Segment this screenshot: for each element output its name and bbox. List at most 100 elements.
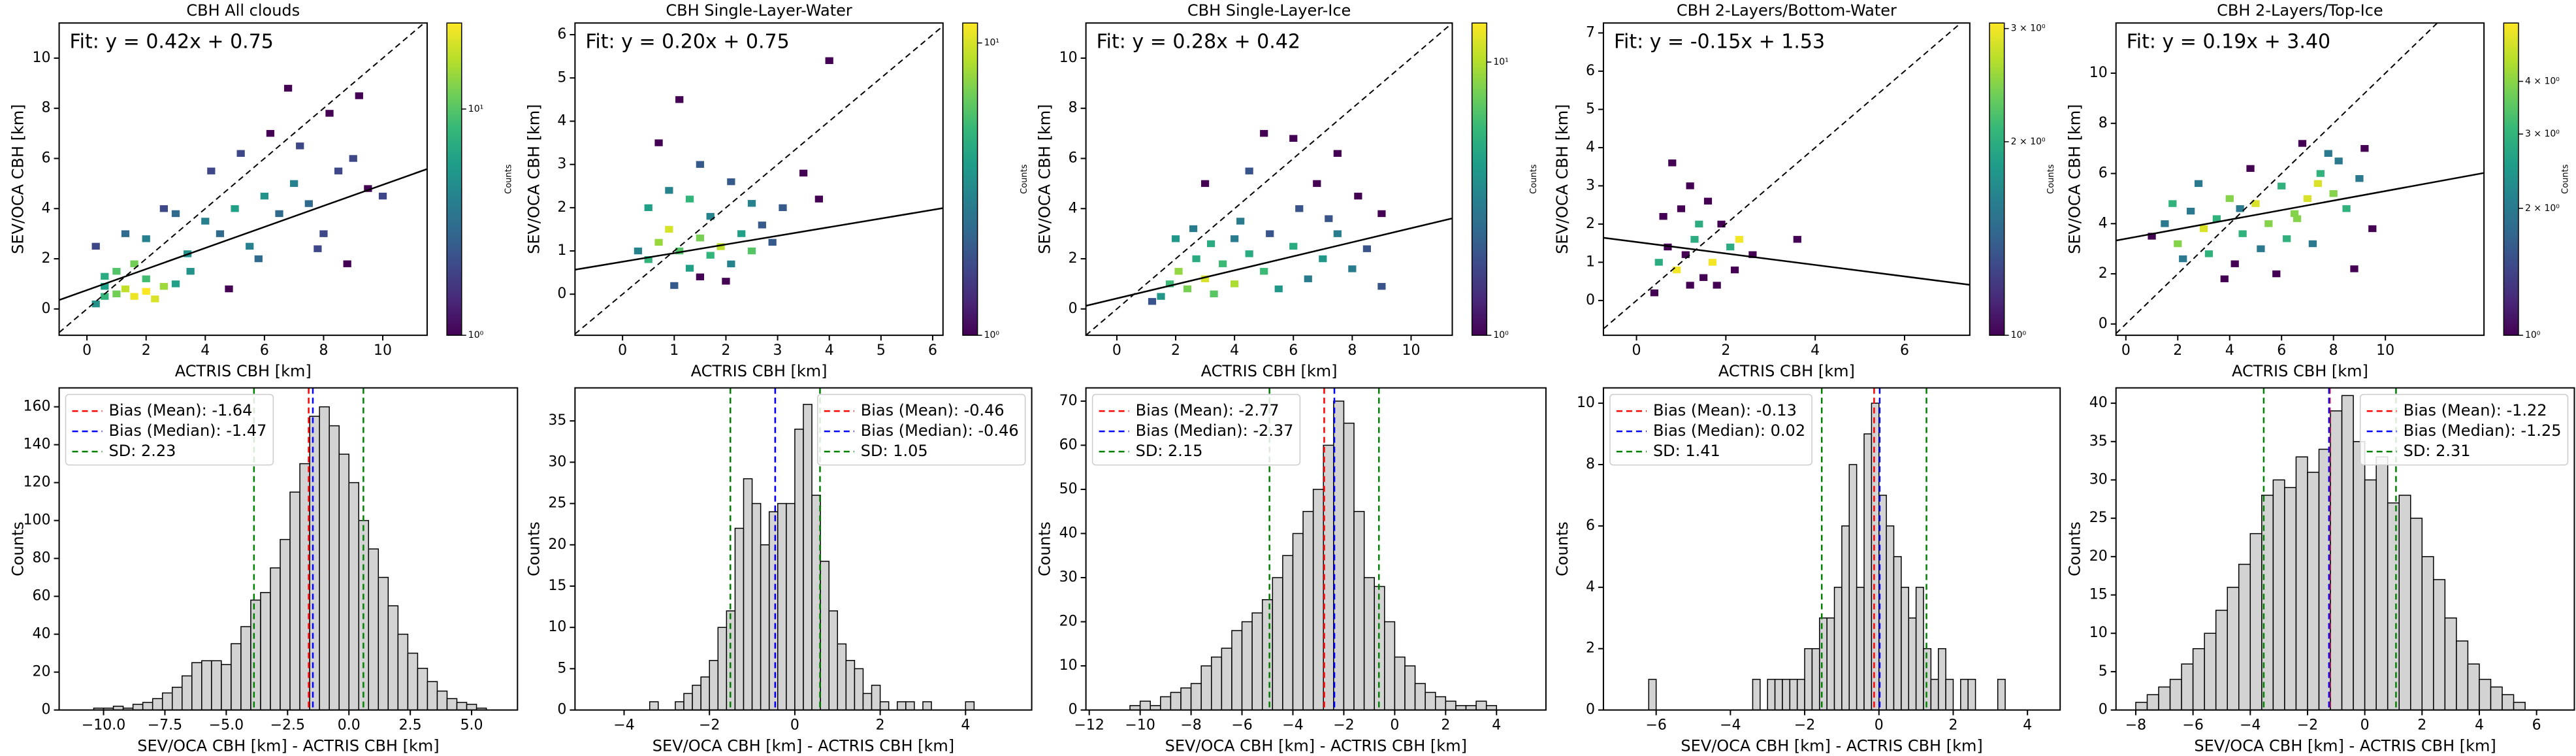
x-axis-label: ACTRIS CBH [km]: [175, 362, 312, 380]
heatmap-cell: [1690, 236, 1699, 243]
histogram-bar: [1241, 621, 1253, 711]
y-tick-label: 30: [2089, 471, 2108, 487]
histogram-bar: [2387, 502, 2400, 711]
fit-line: [2116, 172, 2485, 242]
heatmap-cell: [1713, 282, 1721, 289]
y-tick-label: 0: [1586, 702, 1595, 718]
histogram-bar: [1129, 705, 1141, 711]
x-tick-label: −6: [2182, 717, 2203, 734]
x-axis-label: SEV/OCA CBH [km] - ACTRIS CBH [km]: [1165, 737, 1467, 755]
histogram-bar: [1767, 678, 1776, 711]
heatmap-cell: [1333, 230, 1342, 237]
y-tick-label: 6: [1586, 63, 1595, 79]
histogram-bar: [1856, 587, 1865, 711]
histogram-bar: [270, 567, 281, 711]
histogram-bar: [700, 676, 710, 711]
heatmap-cell: [1245, 167, 1253, 174]
legend-label: SD: 1.41: [1653, 442, 1720, 460]
histogram-bar: [1425, 691, 1436, 711]
heatmap-cell: [2342, 205, 2351, 212]
histogram-bar: [820, 561, 829, 711]
heatmap-cell: [768, 238, 777, 246]
legend-label: Bias (Mean): -2.77: [1136, 401, 1280, 419]
histogram-bar: [1789, 678, 1798, 711]
histogram-bar: [1353, 510, 1365, 711]
histogram-bar: [1231, 630, 1243, 711]
heatmap-cell: [1289, 135, 1298, 142]
histogram-bar: [2204, 633, 2217, 711]
colorbar-tick-label: 10¹: [1493, 57, 1508, 67]
y-tick-label: 4: [1069, 200, 1078, 216]
histogram-bar: [683, 693, 693, 711]
histogram-bar: [905, 701, 915, 711]
x-tick-label: −2: [1333, 717, 1354, 734]
y-tick-label: 10: [1059, 50, 1078, 66]
heatmap-cell: [1730, 266, 1739, 274]
histogram-bar: [289, 491, 300, 711]
heatmap-cell: [2324, 150, 2332, 157]
legend: Bias (Mean): -0.13 Bias (Median): 0.02 SD:…: [1609, 393, 1812, 466]
histogram-bar: [2215, 610, 2228, 711]
y-tick-label: 4: [1586, 139, 1595, 156]
histogram-bar: [1945, 678, 1954, 711]
x-tick-label: 10: [2376, 342, 2394, 359]
heatmap-cell: [1726, 243, 1735, 251]
histogram-bar: [319, 406, 330, 711]
histogram-bar: [231, 643, 242, 711]
histogram-bar: [2135, 702, 2148, 711]
x-tick-label: 0: [1390, 717, 1399, 734]
histogram-bar: [2456, 640, 2469, 711]
x-tick-label: −4: [2240, 717, 2261, 734]
y-tick-label: 100: [24, 512, 51, 529]
heatmap-cell: [722, 278, 730, 285]
x-tick-label: −6: [1231, 717, 1252, 734]
heatmap-cell: [2238, 230, 2247, 237]
heatmap-cell: [1650, 289, 1659, 297]
x-tick-label: 0: [1875, 717, 1884, 734]
heatmap-cell: [1703, 197, 1713, 205]
x-tick-label: 6: [1289, 342, 1298, 359]
heatmap-cell: [151, 295, 159, 303]
heatmap-cell: [1699, 274, 1708, 281]
heatmap-cell: [2257, 245, 2265, 252]
y-tick-label: 5: [557, 660, 566, 676]
axes-frame: [574, 387, 1033, 711]
heatmap-cell: [1325, 215, 1333, 222]
heatmap-cell: [675, 96, 684, 103]
heatmap-cell: [101, 283, 109, 290]
heatmap-cell: [2308, 240, 2317, 248]
x-axis-label: SEV/OCA CBH [km] - ACTRIS CBH [km]: [137, 737, 439, 755]
heatmap-cell: [758, 222, 766, 229]
histogram-bar: [1752, 678, 1761, 711]
y-tick-label: 0: [1586, 292, 1595, 308]
axes-frame: [2115, 387, 2575, 711]
legend-label: Bias (Median): 0.02: [1653, 421, 1805, 440]
histogram-bar: [1282, 555, 1294, 711]
heatmap-cell: [1200, 275, 1210, 282]
heatmap-cell: [101, 293, 109, 300]
legend-box: [65, 393, 274, 466]
histogram-bar: [1211, 656, 1223, 711]
heatmap-cell: [266, 129, 275, 137]
legend-label: Bias (Mean): -1.64: [109, 401, 253, 419]
histogram-bar: [417, 668, 428, 711]
heatmap-cell: [825, 57, 833, 64]
axes-frame: [2115, 22, 2485, 337]
heatmap-cell: [355, 92, 363, 99]
colorbar-label: Counts: [1020, 164, 1029, 194]
histogram-bar: [436, 690, 448, 711]
heatmap-cell: [1245, 250, 1253, 257]
histogram-bar: [250, 599, 261, 711]
y-tick-label: 6: [1069, 150, 1078, 166]
y-tick-label: 2: [42, 250, 51, 267]
histogram-bar: [777, 502, 787, 711]
heatmap-cell: [2187, 207, 2195, 215]
heatmap-cell: [1659, 213, 1667, 220]
histogram-bar: [760, 544, 770, 711]
histogram-bar: [965, 701, 975, 711]
x-axis-label: SEV/OCA CBH [km] - ACTRIS CBH [km]: [652, 737, 954, 755]
heatmap-cell: [378, 192, 387, 200]
heatmap-cell: [121, 230, 130, 237]
histogram-bar: [743, 478, 753, 711]
y-tick-label: 20: [33, 664, 51, 680]
